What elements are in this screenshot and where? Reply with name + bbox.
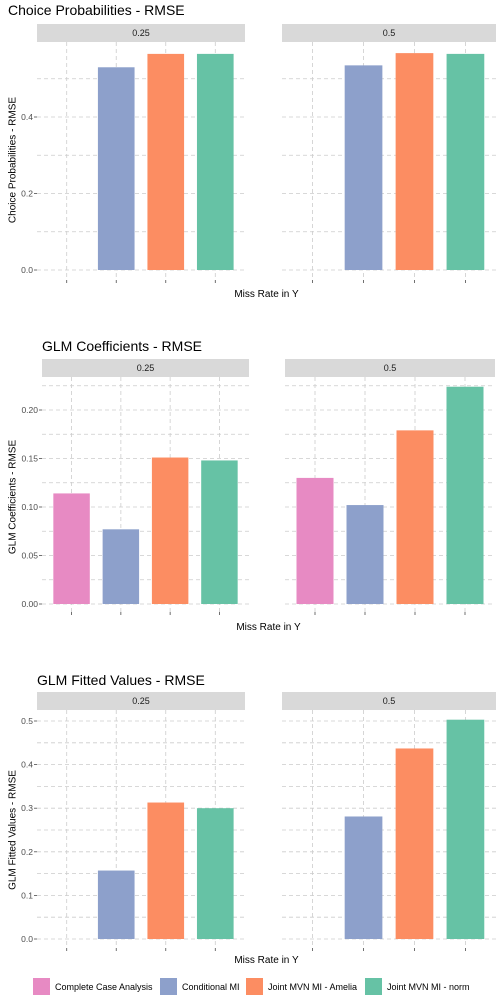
facet-panel-0.5: 0.5 [285, 359, 495, 615]
chart-1: Choice Probabilities - RMSE Choice Probab… [8, 2, 496, 300]
bar-joint-mvn-mi-amelia [395, 53, 434, 271]
facet-panel-0.5: 0.5 [282, 692, 496, 951]
facet-strip [42, 359, 249, 377]
facet-strip-label: 0.5 [384, 363, 397, 373]
facet-strip-label: 0.5 [383, 696, 396, 706]
facet-panel-0.25: 0.25 [37, 24, 245, 283]
bar-joint-mvn-mi-amelia [147, 802, 185, 939]
x-axis-title: Miss Rate in Y [234, 289, 299, 300]
bar-joint-mvn-mi-amelia [396, 430, 434, 604]
bar-joint-mvn-mi-norm [446, 719, 485, 939]
facet-strip-label: 0.25 [132, 28, 150, 38]
bar-conditional-mi [344, 65, 383, 270]
bar-joint-mvn-mi-norm [196, 808, 234, 939]
chart-title: Choice Probabilities - RMSE [8, 2, 185, 18]
legend-entry: Joint MVN MI - Amelia [268, 982, 357, 992]
facet-strip-label: 0.5 [383, 28, 396, 38]
bar-joint-mvn-mi-amelia [395, 748, 434, 939]
bar-conditional-mi [102, 529, 140, 604]
facet-panel-0.25: 0.25 [37, 692, 245, 951]
legend-entry: Joint MVN MI - norm [387, 982, 470, 992]
y-tick-label: 0.05 [21, 551, 38, 561]
bar-joint-mvn-mi-amelia [151, 457, 189, 604]
facet-strip [285, 359, 495, 377]
legend-swatch [160, 978, 177, 995]
y-tick-label: 0.20 [21, 405, 38, 415]
legend-swatch [246, 978, 263, 995]
bar-joint-mvn-mi-norm [446, 53, 485, 271]
facet-panel-0.25: 0.25 [42, 359, 249, 615]
legend-swatch [365, 978, 382, 995]
facet-panel-0.5: 0.5 [282, 24, 496, 283]
bar-joint-mvn-mi-amelia [147, 53, 185, 271]
chart-title: GLM Coefficients - RMSE [42, 338, 202, 354]
y-tick-label: 0.1 [21, 890, 33, 900]
facet-strip [282, 24, 496, 42]
y-tick-label: 0.15 [21, 454, 38, 464]
bar-complete-case-analysis [296, 477, 334, 604]
y-tick-label: 0.2 [21, 189, 33, 199]
y-tick-label: 0.00 [21, 599, 38, 609]
legend-entry: Complete Case Analysis [55, 982, 153, 992]
y-axis-title: GLM Coefficients - RMSE [8, 440, 19, 555]
y-tick-label: 0.0 [21, 934, 33, 944]
bar-complete-case-analysis [53, 493, 90, 604]
bar-conditional-mi [346, 505, 384, 604]
facet-strip [282, 692, 496, 710]
bar-conditional-mi [97, 870, 135, 939]
y-axis-title: Choice Probabilities - RMSE [8, 97, 19, 223]
facet-strip [37, 24, 245, 42]
bar-joint-mvn-mi-norm [196, 53, 234, 271]
chart-2: GLM Coefficients - RMSE GLM Coefficients … [8, 338, 495, 633]
facet-strip [37, 692, 245, 710]
y-tick-label: 0.0 [21, 265, 33, 275]
y-tick-label: 0.4 [21, 760, 33, 770]
y-tick-label: 0.2 [21, 847, 33, 857]
bar-joint-mvn-mi-norm [446, 386, 484, 604]
y-tick-label: 0.10 [21, 502, 38, 512]
legend: Complete Case Analysis Conditional MI Join… [33, 978, 470, 995]
x-axis-title: Miss Rate in Y [234, 955, 299, 966]
y-tick-label: 0.4 [21, 112, 33, 122]
legend-swatch [33, 978, 50, 995]
y-axis-title: GLM Fitted Values - RMSE [8, 770, 19, 890]
facet-strip-label: 0.25 [132, 696, 150, 706]
bar-conditional-mi [97, 67, 135, 271]
chart-3: GLM Fitted Values - RMSE GLM Fitted Value… [8, 672, 496, 966]
y-tick-label: 0.3 [21, 803, 33, 813]
chart-title: GLM Fitted Values - RMSE [37, 672, 205, 688]
bar-conditional-mi [344, 816, 383, 939]
y-tick-label: 0.5 [21, 716, 33, 726]
legend-entry: Conditional MI [182, 982, 240, 992]
x-axis-title: Miss Rate in Y [236, 622, 301, 633]
facet-strip-label: 0.25 [137, 363, 155, 373]
bar-joint-mvn-mi-norm [201, 460, 238, 604]
